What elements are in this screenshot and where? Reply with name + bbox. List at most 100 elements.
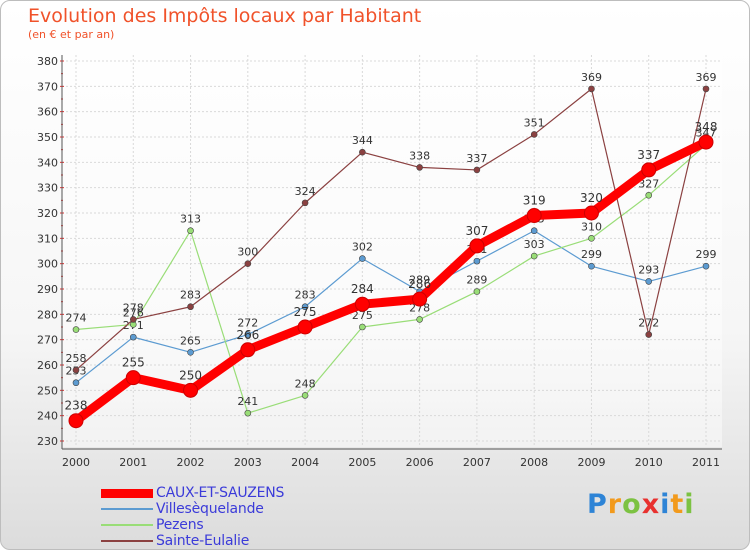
chart-subtitle: (en € et par an): [28, 28, 115, 41]
x-tick-label: 2001: [119, 456, 147, 469]
data-label-pezens: 289: [466, 274, 487, 287]
y-tick-label: 230: [37, 435, 58, 448]
data-point-pezens: [416, 316, 423, 323]
x-tick-label: 2003: [234, 456, 262, 469]
data-point-sainte-eulalie: [244, 260, 252, 267]
legend-swatch: [101, 508, 153, 510]
data-label-caux-et-sauzens: 307: [465, 224, 488, 238]
legend-swatch: [101, 488, 153, 498]
data-label-sainte-eulalie: 369: [696, 71, 717, 84]
data-label-sainte-eulalie: 283: [180, 289, 201, 302]
data-point-pezens: [244, 409, 252, 417]
data-label-pezens: 275: [352, 309, 373, 322]
x-tick-label: 2007: [463, 456, 491, 469]
data-point-sainte-eulalie: [129, 316, 137, 323]
legend-label: Villesèquelande: [156, 501, 264, 517]
data-point-villesequelande: [187, 349, 194, 356]
data-point-sainte-eulalie: [702, 85, 710, 93]
data-point-villesequelande: [244, 331, 252, 338]
data-label-villesequelande: 265: [180, 334, 201, 347]
logo-letter: o: [622, 489, 642, 520]
x-tick-label: 2004: [291, 456, 319, 469]
data-point-caux-et-sauzens: [526, 208, 542, 224]
data-point-villesequelande: [359, 255, 366, 262]
x-tick-label: 2006: [406, 456, 434, 469]
data-label-sainte-eulalie: 369: [581, 71, 602, 84]
proxiti-logo: Proxiti: [587, 489, 695, 520]
data-label-villesequelande: 302: [352, 241, 373, 254]
data-label-caux-et-sauzens: 337: [637, 148, 660, 162]
data-label-villesequelande: 289: [409, 274, 430, 287]
data-point-caux-et-sauzens: [183, 382, 199, 398]
data-label-villesequelande: 283: [295, 289, 316, 302]
data-point-villesequelande: [588, 262, 595, 270]
data-label-sainte-eulalie: 272: [638, 317, 659, 330]
data-point-sainte-eulalie: [530, 131, 538, 138]
data-point-villesequelande: [473, 257, 481, 265]
data-point-sainte-eulalie: [359, 148, 366, 156]
data-point-caux-et-sauzens: [641, 162, 657, 178]
data-label-villesequelande: 299: [696, 248, 717, 261]
data-label-pezens: 313: [180, 213, 201, 226]
data-point-caux-et-sauzens: [297, 319, 313, 335]
y-tick-label: 310: [37, 232, 58, 245]
data-point-caux-et-sauzens: [125, 370, 141, 386]
data-point-villesequelande: [702, 262, 710, 270]
data-point-caux-et-sauzens: [469, 238, 485, 254]
y-tick-label: 380: [37, 55, 58, 68]
legend-item: Pezens: [101, 517, 361, 533]
data-label-pezens: 303: [524, 238, 545, 251]
y-tick-label: 330: [37, 182, 58, 195]
y-tick-label: 240: [37, 410, 58, 423]
data-point-villesequelande: [129, 333, 137, 341]
data-point-sainte-eulalie: [301, 199, 309, 207]
x-tick-label: 2002: [177, 456, 205, 469]
data-label-caux-et-sauzens: 319: [523, 194, 546, 208]
data-label-villesequelande: 299: [581, 248, 602, 261]
series-line-caux-et-sauzens: [71, 137, 711, 426]
logo-letter: P: [587, 489, 608, 520]
data-label-pezens: 310: [581, 220, 602, 233]
chart-title: Evolution des Impôts locaux par Habitant: [28, 5, 422, 27]
legend-label: Sainte-Eulalie: [156, 533, 250, 549]
data-point-pezens: [530, 252, 538, 260]
data-label-pezens: 278: [409, 301, 430, 314]
data-label-pezens: 241: [237, 395, 258, 408]
x-tick-label: 2010: [635, 456, 663, 469]
data-point-sainte-eulalie: [473, 166, 481, 174]
data-point-villesequelande: [301, 303, 309, 311]
logo-letter: t: [670, 489, 685, 520]
data-label-caux-et-sauzens: 266: [236, 328, 259, 342]
data-label-sainte-eulalie: 278: [123, 301, 144, 314]
logo-letter: i: [684, 489, 695, 520]
logo-letter: r: [607, 489, 623, 520]
y-tick-label: 360: [37, 106, 58, 119]
data-label-sainte-eulalie: 300: [237, 246, 258, 259]
data-label-pezens: 248: [295, 377, 316, 390]
y-tick-label: 250: [37, 384, 58, 397]
data-label-sainte-eulalie: 337: [466, 152, 487, 165]
data-label-sainte-eulalie: 258: [66, 352, 87, 365]
data-point-sainte-eulalie: [72, 366, 80, 374]
legend-item: Villesèquelande: [101, 501, 361, 517]
data-point-pezens: [187, 227, 194, 235]
x-tick-label: 2011: [692, 456, 720, 469]
data-point-sainte-eulalie: [416, 164, 423, 171]
data-label-sainte-eulalie: 324: [295, 185, 316, 198]
y-tick-label: 300: [37, 258, 58, 271]
data-point-caux-et-sauzens: [698, 134, 714, 150]
logo-letter: x: [641, 489, 661, 520]
data-point-villesequelande: [645, 278, 653, 285]
logo-letter: i: [660, 489, 671, 520]
data-point-caux-et-sauzens: [68, 413, 84, 429]
data-label-sainte-eulalie: 351: [524, 116, 545, 129]
series-line-sainte-eulalie: [75, 88, 707, 371]
data-label-sainte-eulalie: 338: [409, 149, 430, 162]
data-label-caux-et-sauzens: 286: [408, 277, 431, 291]
data-label-pezens: 327: [638, 177, 659, 190]
series-line-villesequelande: [75, 230, 707, 384]
data-label-caux-et-sauzens: 348: [695, 120, 718, 134]
data-label-pezens: 276: [123, 306, 144, 319]
legend-swatch: [101, 540, 153, 542]
